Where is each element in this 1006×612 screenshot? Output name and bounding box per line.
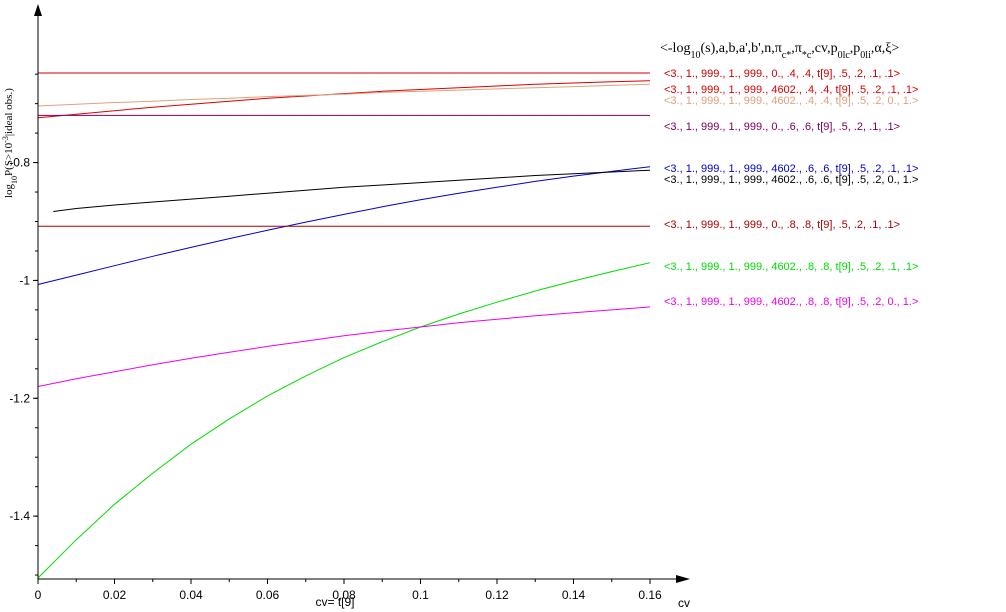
series-line-3	[37, 83, 651, 107]
y-tick-label: -1.4	[9, 509, 30, 523]
legend-header: <-log10(s),a,b,a',b',n,πc*,π*c,cv,p0lc,p…	[660, 41, 899, 61]
legend-entry-5: <3., 1., 999., 1., 999., 4602., .6, .6, …	[664, 163, 918, 175]
x-tick-label: 0.16	[638, 588, 662, 602]
y-axis-label: log10P(S>10-3|ideal obs.)	[1, 88, 19, 198]
legend-entry-7: <3., 1., 999., 1., 999., 0., .8, .8, t[9…	[664, 219, 900, 231]
ticks: 0 0.02 0.04 0.06 0.08 0.1 0.12 0.14 0.16 -0.8 -1 -1…	[9, 73, 662, 602]
x-axis-caption-text: cv= t[9]	[315, 595, 354, 609]
series-lines	[37, 72, 651, 579]
axes	[34, 4, 690, 583]
series-line-5	[37, 166, 651, 285]
legend-entry-2: <3., 1., 999., 1., 999., 4602., .4, .4, …	[664, 84, 918, 96]
legend-entry-1: <3., 1., 999., 1., 999., 0., .4, .4, t[9…	[664, 68, 900, 80]
y-tick-label: -1	[19, 273, 30, 287]
x-tick-label: 0.1	[412, 588, 429, 602]
y-tick-label: -1.2	[9, 391, 30, 405]
y-axis-arrow	[34, 4, 42, 16]
legend-entry-8: <3., 1., 999., 1., 999., 4602., .8, .8, …	[664, 261, 918, 273]
x-tick-label: 0.12	[485, 588, 509, 602]
x-tick-label: 0.04	[179, 588, 203, 602]
x-tick-label: 0.08	[332, 588, 356, 602]
y-tick-label: -0.8	[9, 156, 30, 170]
x-tick-label: 0.06	[256, 588, 280, 602]
legend: <3., 1., 999., 1., 999., 0., .4, .4, t[9…	[664, 68, 918, 308]
legend-entry-4: <3., 1., 999., 1., 999., 0., .6, .6, t[9…	[664, 121, 900, 133]
legend-entry-6: <3., 1., 999., 1., 999., 4602., .6, .6, …	[664, 174, 918, 186]
x-axis-label: cv	[678, 596, 690, 610]
legend-entry-3: <3., 1., 999., 1., 999., 4602., .4, .4, …	[664, 95, 918, 107]
x-axis-arrow	[676, 575, 690, 583]
x-tick-label: 0	[35, 588, 42, 602]
series-line-6	[53, 169, 651, 212]
x-tick-label: 0.02	[103, 588, 127, 602]
series-line-8	[37, 262, 651, 579]
legend-entry-9: <3., 1., 999., 1., 999., 4602., .8, .8, …	[664, 296, 918, 308]
series-line-2	[37, 80, 651, 119]
x-tick-label: 0.14	[562, 588, 586, 602]
series-line-9	[37, 306, 651, 387]
